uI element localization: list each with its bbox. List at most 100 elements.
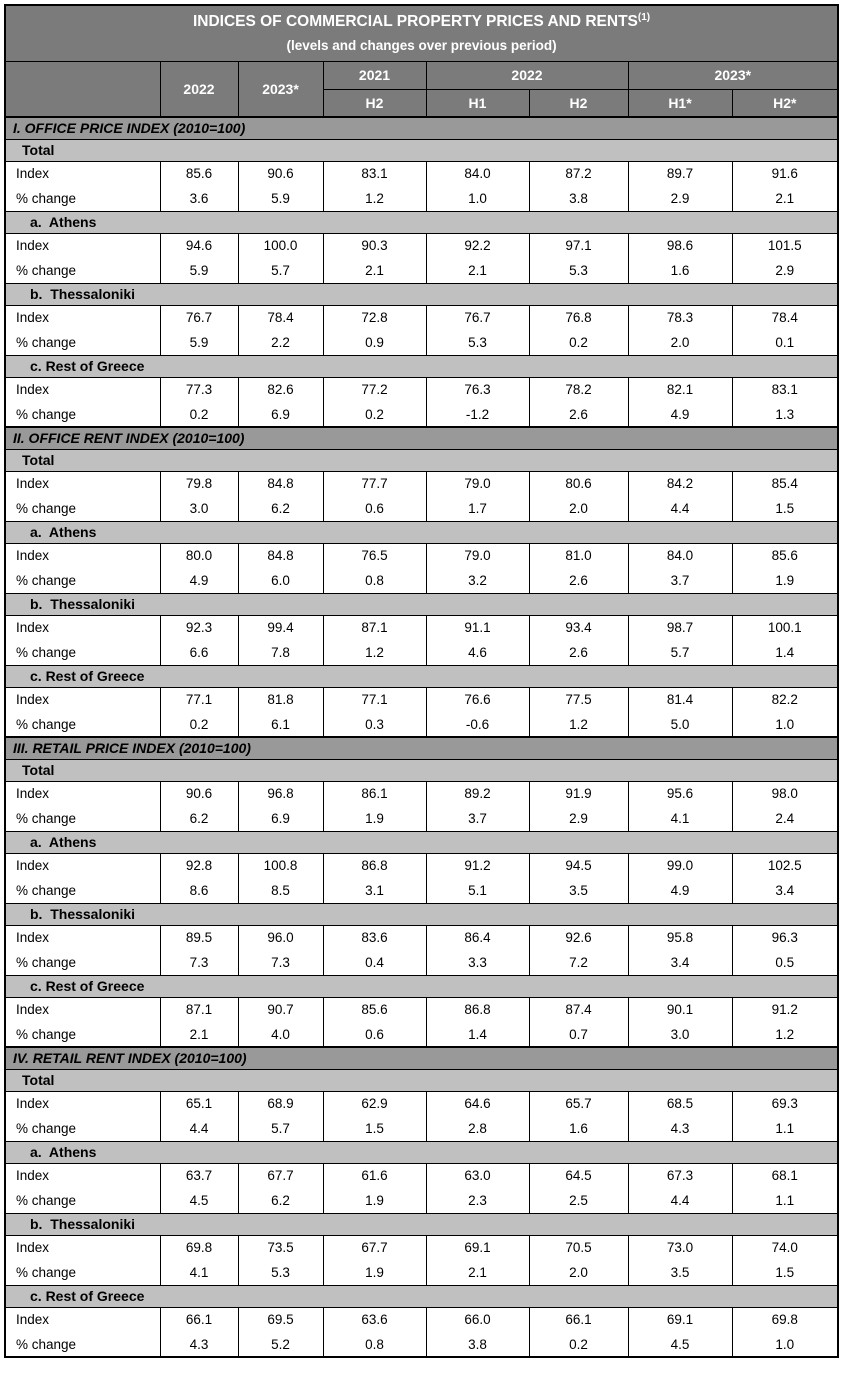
index-row: Index 90.6 96.8 86.1 89.2 91.9 95.6 98.0 xyxy=(4,780,839,806)
pct-row: % change 5.9 5.7 2.1 2.1 5.3 1.6 2.9 xyxy=(4,258,839,284)
data-cell: 102.5 xyxy=(731,852,839,878)
data-cell: 1.1 xyxy=(731,1116,839,1142)
row-label-pct-change: % change xyxy=(4,1116,161,1142)
data-cell: 2.6 xyxy=(528,640,629,666)
data-cell: 0.4 xyxy=(322,950,427,976)
index-row: Index 76.7 78.4 72.8 76.7 76.8 78.3 78.4 xyxy=(4,304,839,330)
data-cell: 78.4 xyxy=(237,304,324,330)
subsection-label: a. Athens xyxy=(4,1140,839,1164)
data-cell: 76.3 xyxy=(425,376,530,402)
data-cell: 86.8 xyxy=(425,996,530,1022)
data-cell: 96.8 xyxy=(237,780,324,806)
data-cell: 4.9 xyxy=(159,568,239,594)
subsection-label: a. Athens xyxy=(4,210,839,234)
data-cell: 0.8 xyxy=(322,568,427,594)
subsection-row: a. Athens xyxy=(4,210,839,234)
data-cell: 0.1 xyxy=(731,330,839,356)
subsection-row: b. Thessaloniki xyxy=(4,592,839,616)
data-cell: 92.2 xyxy=(425,232,530,258)
data-cell: 1.5 xyxy=(322,1116,427,1142)
data-cell: 0.8 xyxy=(322,1332,427,1358)
data-cell: 69.8 xyxy=(731,1306,839,1332)
data-cell: 2.0 xyxy=(528,1260,629,1286)
data-cell: 82.2 xyxy=(731,686,839,712)
index-row: Index 79.8 84.8 77.7 79.0 80.6 84.2 85.4 xyxy=(4,470,839,496)
subsection-row: Total xyxy=(4,1068,839,1092)
data-cell: 85.6 xyxy=(159,160,239,186)
section-heading: III. RETAIL PRICE INDEX (2010=100) xyxy=(4,736,839,760)
data-cell: 100.0 xyxy=(237,232,324,258)
data-cell: 0.6 xyxy=(322,496,427,522)
title-row: INDICES OF COMMERCIAL PROPERTY PRICES AN… xyxy=(5,5,839,35)
data-cell: 1.0 xyxy=(731,712,839,738)
col-header-2023-h1: H1* xyxy=(627,88,733,118)
subsection-label: Total xyxy=(4,758,839,782)
index-row: Index 94.6 100.0 90.3 92.2 97.1 98.6 101.5 xyxy=(4,232,839,258)
data-cell: 4.4 xyxy=(627,1188,733,1214)
index-row: Index 87.1 90.7 85.6 86.8 87.4 90.1 91.2 xyxy=(4,996,839,1022)
data-cell: 0.2 xyxy=(528,330,629,356)
row-label-pct-change: % change xyxy=(4,402,161,428)
index-row: Index 66.1 69.5 63.6 66.0 66.1 69.1 69.8 xyxy=(4,1306,839,1332)
data-cell: 1.9 xyxy=(322,806,427,832)
subsection-row: c. Rest of Greece xyxy=(4,664,839,688)
data-cell: 86.8 xyxy=(322,852,427,878)
data-cell: 63.7 xyxy=(159,1162,239,1188)
data-cell: 2.5 xyxy=(528,1188,629,1214)
data-cell: 3.7 xyxy=(627,568,733,594)
pct-row: % change 4.3 5.2 0.8 3.8 0.2 4.5 1.0 xyxy=(4,1332,839,1358)
table-title-text: INDICES OF COMMERCIAL PROPERTY PRICES AN… xyxy=(192,13,638,31)
data-cell: 84.8 xyxy=(237,470,324,496)
column-header-row-2: H2 H1 H2 H1* H2* xyxy=(5,88,839,118)
data-cell: 1.9 xyxy=(322,1188,427,1214)
data-cell: 81.0 xyxy=(528,542,629,568)
data-cell: 3.0 xyxy=(159,496,239,522)
data-cell: 87.4 xyxy=(528,996,629,1022)
data-cell: 90.7 xyxy=(237,996,324,1022)
data-cell: 95.8 xyxy=(627,924,733,950)
data-cell: 90.6 xyxy=(237,160,324,186)
index-row: Index 69.8 73.5 67.7 69.1 70.5 73.0 74.0 xyxy=(4,1234,839,1260)
data-cell: 69.3 xyxy=(731,1090,839,1116)
data-cell: 0.5 xyxy=(731,950,839,976)
row-label-pct-change: % change xyxy=(4,806,161,832)
data-cell: 90.1 xyxy=(627,996,733,1022)
data-cell: 91.6 xyxy=(731,160,839,186)
data-cell: 3.3 xyxy=(425,950,530,976)
data-cell: 84.8 xyxy=(237,542,324,568)
row-label-index: Index xyxy=(4,1306,161,1332)
data-cell: 1.0 xyxy=(425,186,530,212)
row-label-index: Index xyxy=(4,686,161,712)
section-row: I. OFFICE PRICE INDEX (2010=100) xyxy=(4,116,839,140)
data-cell: 2.4 xyxy=(731,806,839,832)
data-cell: 68.9 xyxy=(237,1090,324,1116)
data-cell: 87.1 xyxy=(322,614,427,640)
data-cell: 85.4 xyxy=(731,470,839,496)
data-cell: 0.2 xyxy=(159,402,239,428)
data-cell: 77.7 xyxy=(322,470,427,496)
pct-row: % change 4.1 5.3 1.9 2.1 2.0 3.5 1.5 xyxy=(4,1260,839,1286)
data-cell: 76.7 xyxy=(425,304,530,330)
data-cell: 100.8 xyxy=(237,852,324,878)
data-cell: 98.7 xyxy=(627,614,733,640)
data-cell: 91.9 xyxy=(528,780,629,806)
data-cell: 2.3 xyxy=(425,1188,530,1214)
data-cell: 94.5 xyxy=(528,852,629,878)
data-cell: 1.2 xyxy=(731,1022,839,1048)
subsection-row: a. Athens xyxy=(4,1140,839,1164)
data-cell: 90.6 xyxy=(159,780,239,806)
row-label-index: Index xyxy=(4,1162,161,1188)
data-cell: 64.5 xyxy=(528,1162,629,1188)
data-cell: 6.6 xyxy=(159,640,239,666)
data-cell: 2.6 xyxy=(528,568,629,594)
data-cell: 73.0 xyxy=(627,1234,733,1260)
pct-row: % change 6.6 7.8 1.2 4.6 2.6 5.7 1.4 xyxy=(4,640,839,666)
data-cell: 2.2 xyxy=(237,330,324,356)
row-label-index: Index xyxy=(4,852,161,878)
data-cell: 4.4 xyxy=(159,1116,239,1142)
data-cell: 5.3 xyxy=(528,258,629,284)
data-cell: 1.0 xyxy=(731,1332,839,1358)
data-cell: 0.2 xyxy=(528,1332,629,1358)
data-cell: 4.9 xyxy=(627,878,733,904)
subtitle-row: (levels and changes over previous period… xyxy=(5,35,839,62)
